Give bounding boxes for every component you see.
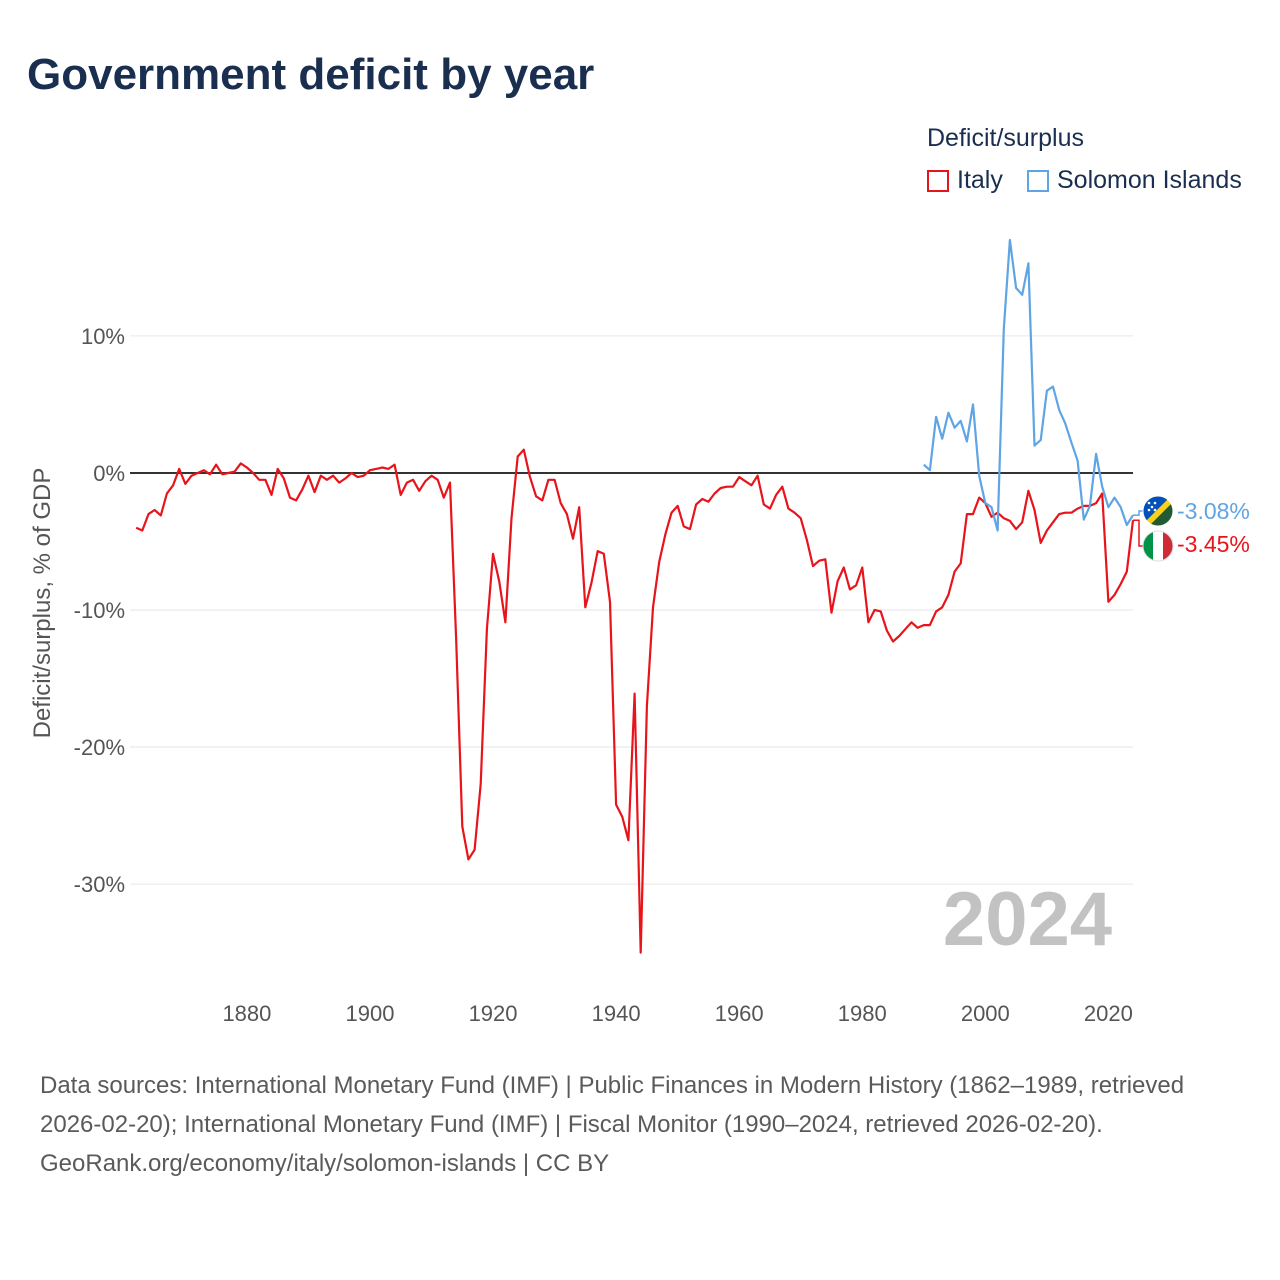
footer: Data sources: International Monetary Fun… — [40, 1066, 1240, 1183]
y-tick-label: -30% — [74, 872, 125, 897]
credit-link[interactable]: GeoRank.org/economy/italy/solomon-island… — [40, 1150, 610, 1177]
legend-label-solomon-islands: Solomon Islands — [1057, 166, 1242, 194]
y-tick-label: 10% — [81, 324, 125, 349]
end-connector-solomon-islands — [1133, 510, 1143, 516]
x-tick-label: 1900 — [346, 1001, 395, 1026]
data-sources-text: Data sources: International Monetary Fun… — [40, 1072, 1185, 1138]
chart-plot: 10% 0% -10% -20% -30% 1880 1900 1920 1940 1960 19… — [29, 238, 1250, 1026]
x-tick-label: 1960 — [715, 1001, 764, 1026]
x-tick-label: 1940 — [592, 1001, 641, 1026]
x-tick-label: 2020 — [1084, 1001, 1133, 1026]
end-connector-italy — [1133, 519, 1143, 547]
solomon-islands-flag-icon — [1142, 495, 1174, 527]
x-tick-label: 1880 — [222, 1001, 271, 1026]
y-tick-label: -10% — [74, 598, 125, 623]
legend-label-italy: Italy — [957, 166, 1003, 194]
y-tick-label: 0% — [93, 461, 125, 486]
x-tick-label: 1980 — [838, 1001, 887, 1026]
chart-title: Government deficit by year — [27, 50, 595, 99]
end-value-label-solomon-islands: -3.08% — [1177, 498, 1250, 524]
end-value-label-italy: -3.45% — [1177, 531, 1250, 557]
series-line-solomon-islands[interactable] — [923, 238, 1134, 532]
x-tick-label: 2000 — [961, 1001, 1010, 1026]
legend-item-italy[interactable]: Italy — [927, 166, 1003, 195]
year-watermark: 2024 — [943, 877, 1112, 962]
x-tick-label: 1920 — [469, 1001, 518, 1026]
italy-flag-icon — [1142, 530, 1174, 562]
series-line-italy[interactable] — [135, 448, 1135, 954]
legend-swatch-solomon-islands — [1027, 169, 1049, 192]
legend-swatch-italy — [927, 169, 949, 192]
legend-item-solomon-islands[interactable]: Solomon Islands — [1027, 166, 1242, 195]
y-tick-label: -20% — [74, 735, 125, 760]
y-axis-label: Deficit/surplus, % of GDP — [29, 468, 56, 739]
legend-title: Deficit/surplus — [927, 124, 1084, 152]
